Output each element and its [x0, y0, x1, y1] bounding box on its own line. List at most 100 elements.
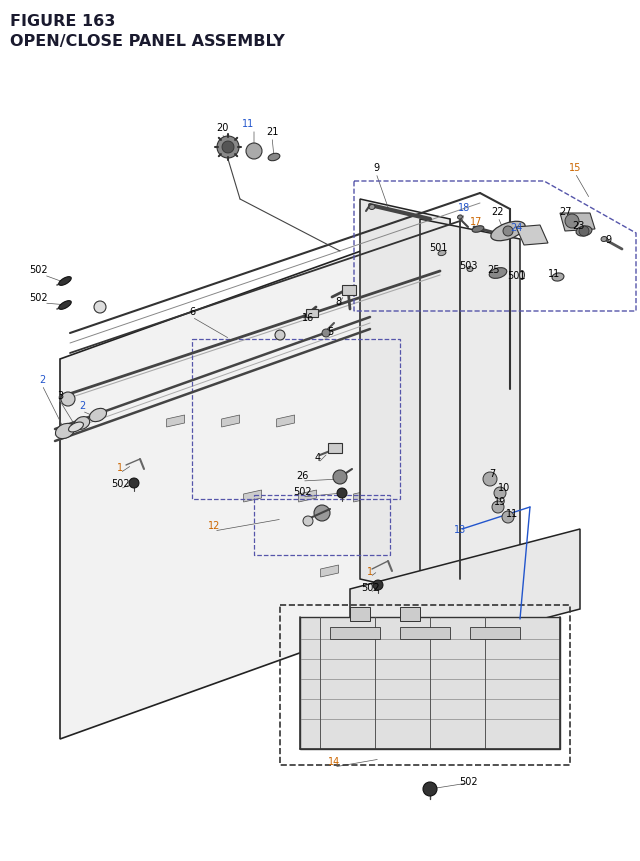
Text: 18: 18: [458, 202, 470, 213]
Bar: [400, 607, 420, 622]
Circle shape: [492, 501, 504, 513]
Polygon shape: [276, 416, 294, 428]
Text: 1: 1: [367, 567, 373, 576]
Circle shape: [222, 142, 234, 154]
Circle shape: [275, 331, 285, 341]
Circle shape: [503, 226, 513, 237]
Text: 502: 502: [292, 486, 311, 497]
Ellipse shape: [59, 301, 71, 310]
Text: 8: 8: [335, 297, 341, 307]
Ellipse shape: [438, 251, 446, 257]
Ellipse shape: [467, 267, 473, 272]
Text: 6: 6: [189, 307, 195, 317]
Text: OPEN/CLOSE PANEL ASSEMBLY: OPEN/CLOSE PANEL ASSEMBLY: [10, 34, 285, 49]
Ellipse shape: [90, 409, 106, 422]
Text: 1: 1: [117, 462, 123, 473]
Circle shape: [303, 517, 313, 526]
Ellipse shape: [56, 424, 74, 439]
Polygon shape: [360, 200, 450, 599]
Ellipse shape: [491, 222, 525, 241]
Text: 503: 503: [459, 261, 477, 270]
Text: 11: 11: [242, 119, 254, 129]
Polygon shape: [321, 566, 339, 578]
Text: 14: 14: [328, 756, 340, 766]
Polygon shape: [431, 566, 449, 578]
Circle shape: [579, 226, 589, 237]
Text: 5: 5: [327, 326, 333, 337]
Ellipse shape: [472, 226, 484, 233]
Text: 13: 13: [454, 524, 466, 535]
Text: 19: 19: [494, 497, 506, 506]
Text: 12: 12: [208, 520, 220, 530]
Circle shape: [129, 479, 139, 488]
Polygon shape: [300, 617, 560, 749]
Ellipse shape: [489, 269, 507, 279]
Text: 501: 501: [507, 270, 525, 281]
Bar: [192, 339, 400, 499]
Ellipse shape: [68, 423, 83, 432]
Circle shape: [217, 137, 239, 158]
Text: 501: 501: [429, 243, 447, 253]
Ellipse shape: [268, 154, 280, 162]
Text: 4: 4: [315, 453, 321, 462]
Polygon shape: [452, 641, 470, 653]
Ellipse shape: [601, 237, 607, 242]
Text: 25: 25: [488, 264, 500, 275]
Text: 502: 502: [111, 479, 129, 488]
Text: FIGURE 163: FIGURE 163: [10, 14, 115, 29]
Text: 3: 3: [57, 391, 63, 400]
Text: 27: 27: [560, 207, 572, 217]
Text: 11: 11: [548, 269, 560, 279]
Bar: [280, 605, 570, 765]
Circle shape: [494, 487, 506, 499]
Ellipse shape: [369, 205, 375, 210]
Polygon shape: [350, 530, 580, 669]
Circle shape: [337, 488, 347, 499]
Text: 2: 2: [79, 400, 85, 411]
Text: 17: 17: [470, 217, 482, 226]
Text: 24: 24: [510, 223, 522, 232]
Ellipse shape: [59, 277, 71, 286]
Circle shape: [373, 580, 383, 591]
Polygon shape: [400, 628, 450, 639]
Circle shape: [333, 470, 347, 485]
Circle shape: [94, 301, 106, 313]
Polygon shape: [516, 226, 548, 245]
Circle shape: [61, 393, 75, 406]
Text: 11: 11: [506, 508, 518, 518]
Text: 502: 502: [361, 582, 380, 592]
Text: 2: 2: [39, 375, 45, 385]
Text: 26: 26: [296, 470, 308, 480]
Ellipse shape: [74, 417, 90, 430]
Polygon shape: [166, 416, 184, 428]
Polygon shape: [508, 641, 525, 653]
Text: 21: 21: [266, 127, 278, 137]
Polygon shape: [397, 641, 415, 653]
Text: 15: 15: [569, 163, 581, 173]
Text: 9: 9: [605, 235, 611, 245]
Bar: [350, 607, 370, 622]
Text: 9: 9: [373, 163, 379, 173]
Text: 502: 502: [29, 264, 47, 275]
Text: 20: 20: [216, 123, 228, 133]
Circle shape: [423, 782, 437, 796]
Ellipse shape: [552, 274, 564, 282]
Circle shape: [314, 505, 330, 522]
Ellipse shape: [576, 226, 592, 237]
Bar: [254, 495, 390, 555]
Polygon shape: [560, 214, 595, 232]
Polygon shape: [470, 628, 520, 639]
Text: 22: 22: [492, 207, 504, 217]
Ellipse shape: [458, 216, 463, 220]
Circle shape: [322, 330, 330, 338]
Text: 23: 23: [572, 220, 584, 231]
Circle shape: [246, 144, 262, 160]
Text: 502: 502: [459, 776, 477, 786]
Text: 16: 16: [302, 313, 314, 323]
Polygon shape: [330, 628, 380, 639]
Circle shape: [502, 511, 514, 523]
Text: 502: 502: [29, 293, 47, 303]
Text: 10: 10: [498, 482, 510, 492]
Polygon shape: [353, 491, 372, 503]
Bar: [342, 286, 356, 295]
